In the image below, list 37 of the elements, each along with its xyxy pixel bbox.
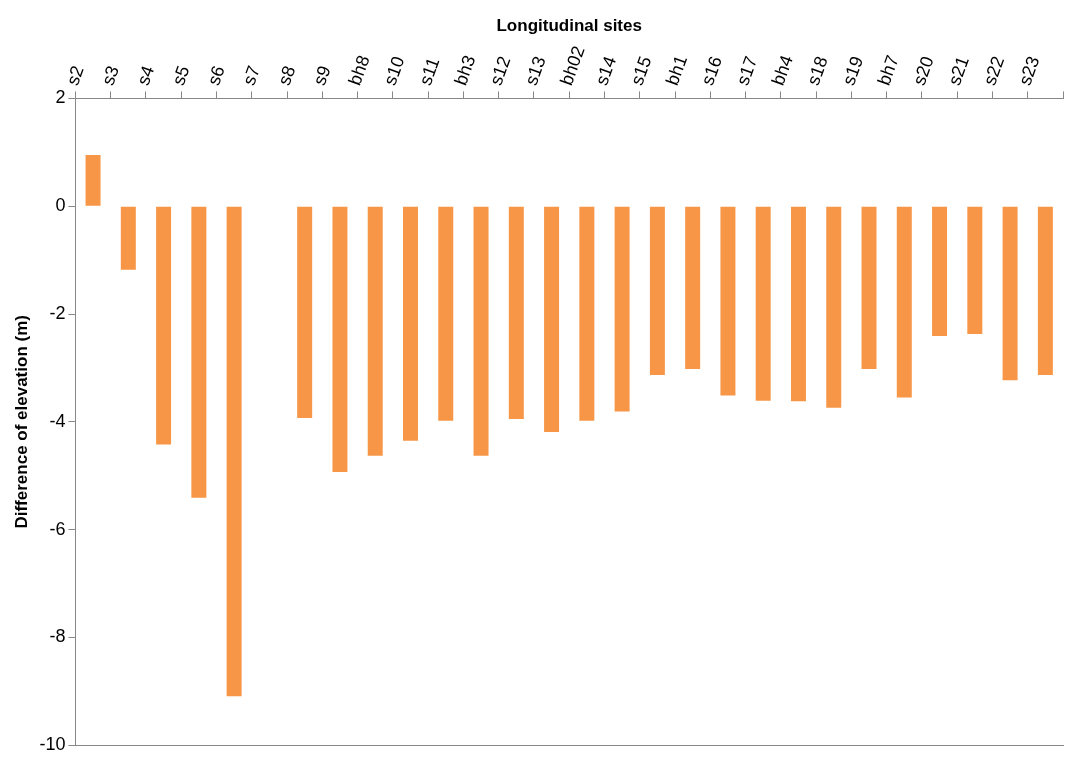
y-tick-label: -10	[39, 734, 66, 755]
x-tick-label: s13	[520, 53, 550, 88]
x-tick-label: s11	[415, 54, 444, 88]
x-tick-label: s8	[274, 63, 300, 88]
y-tick-label: -8	[49, 626, 66, 647]
x-tick-label: bh7	[873, 52, 903, 88]
x-tick-label: bh8	[344, 52, 374, 88]
x-tick-label: bh02	[556, 43, 589, 88]
x-tick-label: s20	[908, 53, 938, 88]
x-tick-label: s16	[697, 53, 726, 88]
y-tick-label: -6	[49, 518, 66, 539]
x-tick-label: s5	[168, 63, 194, 88]
x-tick-label: s9	[309, 63, 335, 88]
x-tick-label: s12	[485, 53, 515, 88]
x-tick-label: s22	[979, 53, 1009, 88]
x-axis-title: Longitudinal sites	[496, 15, 642, 35]
x-tick-label: s14	[591, 53, 621, 88]
x-tick-label: s10	[379, 53, 409, 88]
x-tick-label: s2	[62, 63, 88, 88]
x-tick-label: bh1	[661, 52, 692, 88]
y-axis-title: Difference of elevation (m)	[11, 315, 31, 529]
y-tick-label: -4	[49, 410, 66, 431]
x-tick-label: s3	[97, 63, 123, 88]
y-tick-label: -2	[49, 302, 66, 323]
x-tick-label: s18	[803, 53, 832, 88]
y-tick-label: 0	[55, 195, 66, 216]
x-tick-label: s7	[238, 63, 265, 88]
x-tick-label: s6	[203, 63, 229, 88]
y-tick-label: 2	[55, 87, 66, 108]
x-tick-label: bh4	[767, 52, 797, 88]
x-tick-label: s23	[1014, 53, 1044, 88]
x-tick-label: s19	[838, 53, 868, 88]
x-tick-label: s17	[732, 53, 762, 88]
x-tick-label: s4	[132, 63, 159, 88]
x-tick-label: bh3	[450, 52, 480, 88]
x-tick-label: s21	[944, 53, 973, 88]
x-tick-label: s15	[626, 53, 656, 88]
